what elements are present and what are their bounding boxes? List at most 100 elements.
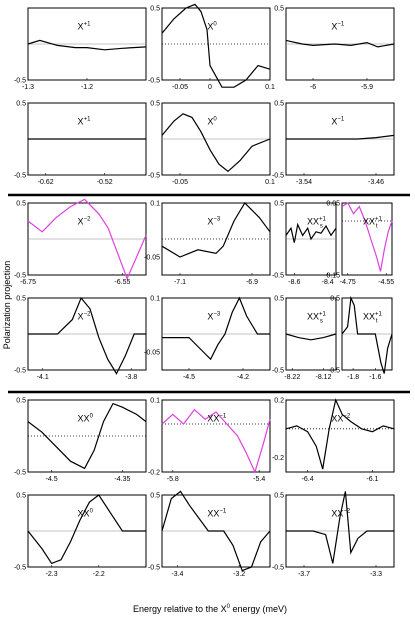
series-line xyxy=(285,222,337,243)
y-tick-label: -0.5 xyxy=(14,78,26,85)
x-tick-label: -0.05 xyxy=(172,179,188,186)
series-line xyxy=(162,296,270,361)
y-tick-label: -0.5 xyxy=(14,470,26,477)
panel-label: XX+1 s xyxy=(307,217,327,230)
y-tick-label: -0.5 xyxy=(14,273,26,280)
y-tick-label: -0.2 xyxy=(148,470,160,477)
y-tick-label: -0.5 xyxy=(14,368,26,375)
panel-label: X−2 xyxy=(78,312,92,322)
y-tick-label: 0.2 xyxy=(274,398,284,405)
series-line xyxy=(286,491,394,564)
panel-6: -3.54 -3.46 0.5 -0.5 X−1 xyxy=(272,101,395,186)
panel-3: -6 -5.9 0.5 X−1 xyxy=(274,6,395,91)
panel-label: XX+1 s xyxy=(307,312,327,325)
panel-label: XX0 xyxy=(78,414,94,424)
x-tick-label: -3.3 xyxy=(370,571,382,578)
x-axis-label: Energy relative to the X0 energy (meV) xyxy=(133,604,287,614)
y-tick-label: 0.5 xyxy=(150,101,160,108)
x-tick-label: -6 xyxy=(310,84,316,91)
panel-label: X0 xyxy=(207,117,217,127)
y-tick-label: 0.5 xyxy=(274,493,284,500)
panel-10: -4.75 -4.55 0.05 -0.15 XX+1 t xyxy=(324,201,394,287)
panel-19: -3.4 -3.2 0.5 -0.5 XX−1 xyxy=(148,490,271,578)
x-tick-label: -3.46 xyxy=(368,179,384,186)
series-line xyxy=(27,198,147,281)
x-tick-label: -6.75 xyxy=(20,279,36,286)
series-line xyxy=(161,113,271,173)
panel-label: X−3 xyxy=(207,312,221,322)
panel-4: -0.62 -0.52 0.5 -0.5 X+1 xyxy=(14,101,147,186)
panel-8: -7.1 -6.9 0.1 -0.05 X−3 xyxy=(144,201,271,286)
panel-1: -1.3 -1.2 -0.5 X+1 xyxy=(14,7,147,91)
panel-label: X−2 xyxy=(78,217,92,227)
panel-11: -4.1 -3.8 0.5 -0.5 X−2 xyxy=(14,296,147,381)
y-tick-label: -0.5 xyxy=(272,173,284,180)
series-line xyxy=(161,202,271,258)
y-tick-label: -0.2 xyxy=(272,455,284,462)
y-tick-label: -0.5 xyxy=(272,273,284,280)
x-tick-label: -0.62 xyxy=(38,179,54,186)
panel-2: -0.05 0 0.1 0.5 -0.5 X0 xyxy=(148,3,275,91)
y-tick-label: -0.5 xyxy=(272,565,284,572)
y-tick-label: 0.1 xyxy=(150,201,160,208)
x-tick-label: -1.2 xyxy=(81,84,93,91)
panel-label: XX−2 xyxy=(331,509,351,519)
y-tick-label: -0.05 xyxy=(144,350,160,357)
panel-label: XX−1 xyxy=(207,509,227,519)
panel-7: -6.75 -6.55 0.5 -0.5 X−2 xyxy=(14,198,147,286)
y-tick-label: 0.5 xyxy=(16,398,26,405)
x-tick-label: -5.8 xyxy=(167,476,179,483)
y-tick-label: -0.15 xyxy=(324,273,340,280)
x-tick-label: -3.7 xyxy=(298,571,310,578)
panel-18: -2.3 -2.2 0.5 -0.5 XX0 xyxy=(14,493,147,578)
panels: -1.3 -1.2 -0.5 X+1 -0.05 0 0.1 0.5 -0.5 X0 -6 -5.9 0… xyxy=(14,3,395,578)
x-tick-label: -8.4 xyxy=(322,279,334,286)
panel-label: X+1 xyxy=(78,22,92,32)
series-line xyxy=(161,490,271,572)
x-tick-label: -8.6 xyxy=(288,279,300,286)
panel-label: XX−1 xyxy=(207,414,227,424)
panel-12: -4.5 -4.2 0.1 -0.05 X−3 xyxy=(144,296,271,381)
x-tick-label: -6.1 xyxy=(366,476,378,483)
panel-frame xyxy=(341,202,393,276)
x-tick-label: -1.3 xyxy=(22,84,34,91)
x-tick-label: -6.9 xyxy=(246,279,258,286)
y-tick-label: 0.5 xyxy=(274,201,284,208)
x-tick-label: -5.4 xyxy=(253,476,265,483)
panel-label: X−3 xyxy=(207,217,221,227)
panel-16: -5.8 -5.4 0.1 -0.2 XX−1 xyxy=(148,398,271,483)
panel-9: -8.6 -8.4 0.5 -0.5 XX+1 s xyxy=(272,201,337,286)
panel-label: XX0 xyxy=(78,509,94,519)
y-tick-label: 0.5 xyxy=(150,6,160,13)
panel-14: -1.8 -1.6 0.5 -0.5 XX+1 t xyxy=(328,296,393,381)
series-line xyxy=(285,398,395,470)
y-tick-label: 0.1 xyxy=(150,296,160,303)
x-tick-label: -4.2 xyxy=(237,374,249,381)
panel-label: XX+1 t xyxy=(363,312,383,325)
panel-17: -6.4 -6.1 0.2 -0.2 XX−2 xyxy=(272,398,395,483)
x-tick-label: -0.05 xyxy=(172,84,188,91)
series-line xyxy=(285,333,337,341)
y-tick-label: -0.5 xyxy=(14,173,26,180)
panel-label: X−1 xyxy=(331,117,345,127)
y-tick-label: 0.05 xyxy=(326,201,340,208)
series-line xyxy=(27,494,146,565)
x-tick-label: 0.1 xyxy=(265,84,275,91)
y-tick-label: 0.5 xyxy=(274,6,284,13)
series-line xyxy=(161,408,271,474)
y-tick-label: -0.5 xyxy=(328,368,340,375)
x-tick-label: -7.1 xyxy=(174,279,186,286)
series-line xyxy=(286,134,395,140)
x-tick-label: -6.4 xyxy=(302,476,314,483)
series-line xyxy=(285,39,395,48)
y-tick-label: -0.5 xyxy=(148,565,160,572)
panel-label: X−1 xyxy=(331,22,345,32)
y-tick-label: 0.5 xyxy=(274,296,284,303)
y-tick-label: 0.5 xyxy=(330,296,340,303)
panel-label: XX−2 xyxy=(331,414,351,424)
x-tick-label: -4.1 xyxy=(37,374,49,381)
y-tick-label: -0.5 xyxy=(148,173,160,180)
x-tick-label: 0.1 xyxy=(265,179,275,186)
y-tick-label: 0.5 xyxy=(150,493,160,500)
